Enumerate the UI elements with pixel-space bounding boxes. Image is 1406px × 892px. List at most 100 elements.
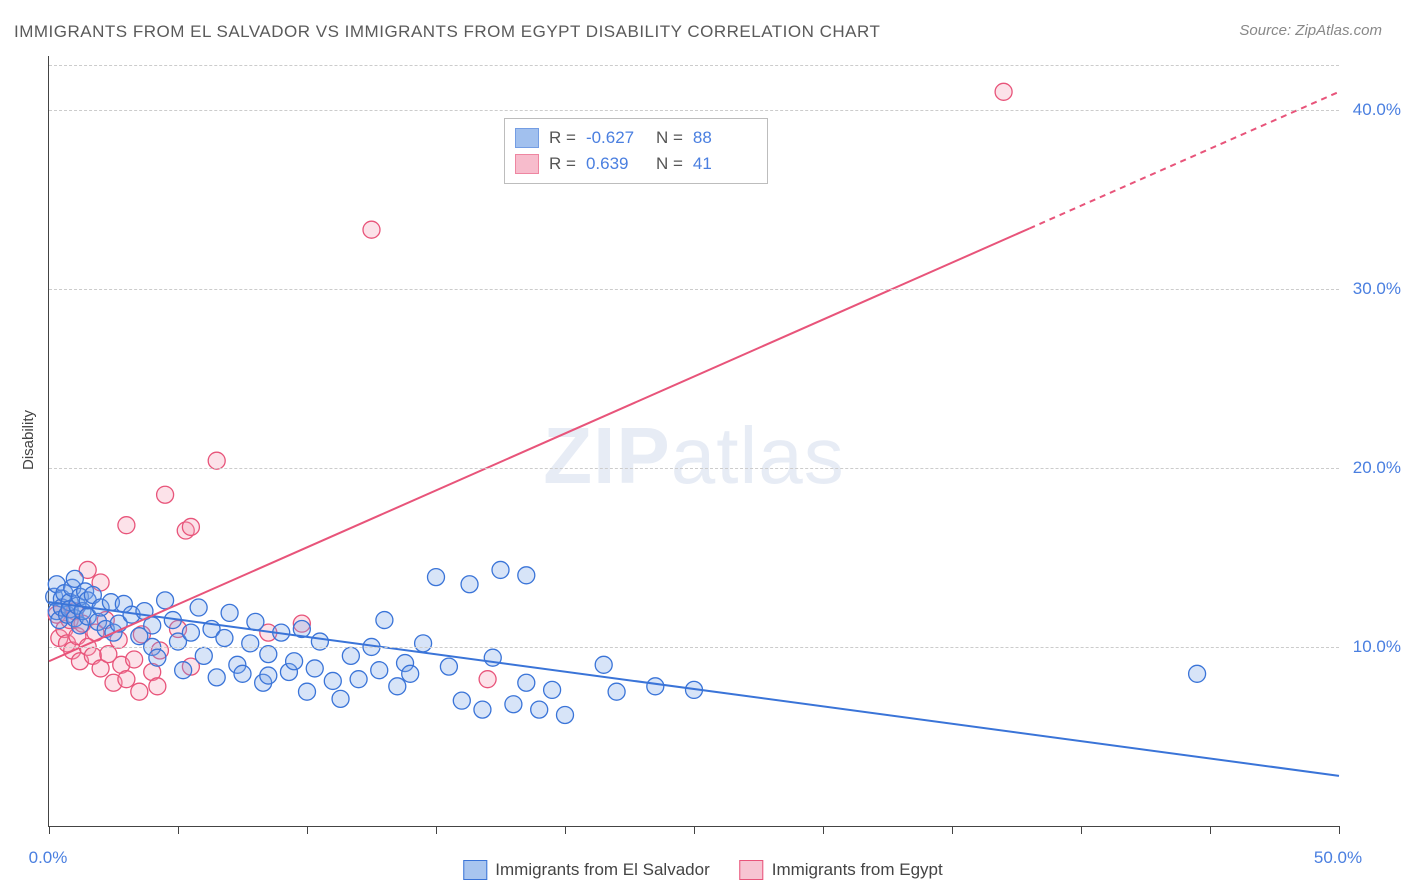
data-point <box>242 635 259 652</box>
data-point <box>1189 665 1206 682</box>
data-point <box>144 617 161 634</box>
trend-line-dashed <box>1029 92 1339 229</box>
y-axis-label: Disability <box>20 410 37 470</box>
data-point <box>221 604 238 621</box>
data-point <box>149 678 166 695</box>
source-label: Source: <box>1239 22 1295 39</box>
data-point <box>342 647 359 664</box>
legend-swatch-1 <box>740 860 764 880</box>
data-point <box>376 612 393 629</box>
data-point <box>544 681 561 698</box>
data-point <box>234 665 251 682</box>
data-point <box>415 635 432 652</box>
data-point <box>118 671 135 688</box>
data-point <box>149 649 166 666</box>
data-point <box>324 672 341 689</box>
stats-row-series-0: R = -0.627 N = 88 <box>515 125 753 151</box>
x-tick <box>952 826 953 834</box>
n-value-1: 41 <box>693 154 753 174</box>
trend-line <box>49 602 1339 776</box>
n-value-0: 88 <box>693 128 753 148</box>
data-point <box>118 517 135 534</box>
y-tick-label: 30.0% <box>1353 279 1401 299</box>
data-point <box>505 696 522 713</box>
data-point <box>461 576 478 593</box>
r-value-1: 0.639 <box>586 154 646 174</box>
legend-label-1: Immigrants from Egypt <box>772 860 943 880</box>
legend-swatch-0 <box>463 860 487 880</box>
trend-line <box>49 228 1029 661</box>
r-label-0: R = <box>549 128 576 148</box>
x-tick <box>1081 826 1082 834</box>
gridline-h <box>49 110 1339 111</box>
data-point <box>518 674 535 691</box>
r-value-0: -0.627 <box>586 128 646 148</box>
data-point <box>131 683 148 700</box>
x-tick-label: 0.0% <box>29 848 68 868</box>
data-point <box>440 658 457 675</box>
plot-area: ZIPatlas R = -0.627 N = 88 R = 0.639 N =… <box>48 56 1339 827</box>
legend-item-0: Immigrants from El Salvador <box>463 860 709 880</box>
x-tick <box>436 826 437 834</box>
x-tick <box>694 826 695 834</box>
gridline-h <box>49 289 1339 290</box>
data-point <box>531 701 548 718</box>
data-point <box>247 613 264 630</box>
source-name: ZipAtlas.com <box>1295 22 1382 39</box>
y-tick-label: 20.0% <box>1353 458 1401 478</box>
bottom-legend: Immigrants from El Salvador Immigrants f… <box>463 860 942 880</box>
x-tick <box>178 826 179 834</box>
legend-label-0: Immigrants from El Salvador <box>495 860 709 880</box>
data-point <box>453 692 470 709</box>
data-point <box>363 221 380 238</box>
data-point <box>306 660 323 677</box>
data-point <box>332 690 349 707</box>
swatch-series-1 <box>515 154 539 174</box>
r-label-1: R = <box>549 154 576 174</box>
data-point <box>402 665 419 682</box>
x-tick <box>823 826 824 834</box>
data-point <box>474 701 491 718</box>
data-point <box>190 599 207 616</box>
n-label-1: N = <box>656 154 683 174</box>
data-point <box>286 653 303 670</box>
data-point <box>428 569 445 586</box>
chart-title: IMMIGRANTS FROM EL SALVADOR VS IMMIGRANT… <box>14 22 880 42</box>
x-tick <box>49 826 50 834</box>
legend-item-1: Immigrants from Egypt <box>740 860 943 880</box>
data-point <box>518 567 535 584</box>
x-tick-label: 50.0% <box>1314 848 1362 868</box>
data-point <box>371 662 388 679</box>
data-point <box>260 667 277 684</box>
x-tick <box>307 826 308 834</box>
data-point <box>182 624 199 641</box>
data-point <box>260 646 277 663</box>
data-point <box>208 669 225 686</box>
data-point <box>557 706 574 723</box>
data-point <box>216 629 233 646</box>
stats-row-series-1: R = 0.639 N = 41 <box>515 151 753 177</box>
n-label-0: N = <box>656 128 683 148</box>
x-tick <box>565 826 566 834</box>
data-point <box>995 83 1012 100</box>
data-point <box>350 671 367 688</box>
source-attribution: Source: ZipAtlas.com <box>1239 22 1382 39</box>
data-point <box>157 486 174 503</box>
data-point <box>126 651 143 668</box>
data-point <box>389 678 406 695</box>
data-point <box>208 452 225 469</box>
data-point <box>479 671 496 688</box>
data-point <box>182 518 199 535</box>
swatch-series-0 <box>515 128 539 148</box>
data-point <box>299 683 316 700</box>
y-tick-label: 40.0% <box>1353 100 1401 120</box>
data-point <box>608 683 625 700</box>
y-tick-label: 10.0% <box>1353 637 1401 657</box>
data-point <box>595 656 612 673</box>
x-tick <box>1210 826 1211 834</box>
stats-legend: R = -0.627 N = 88 R = 0.639 N = 41 <box>504 118 768 184</box>
data-point <box>195 647 212 664</box>
data-point <box>647 678 664 695</box>
x-tick <box>1339 826 1340 834</box>
data-point <box>175 662 192 679</box>
